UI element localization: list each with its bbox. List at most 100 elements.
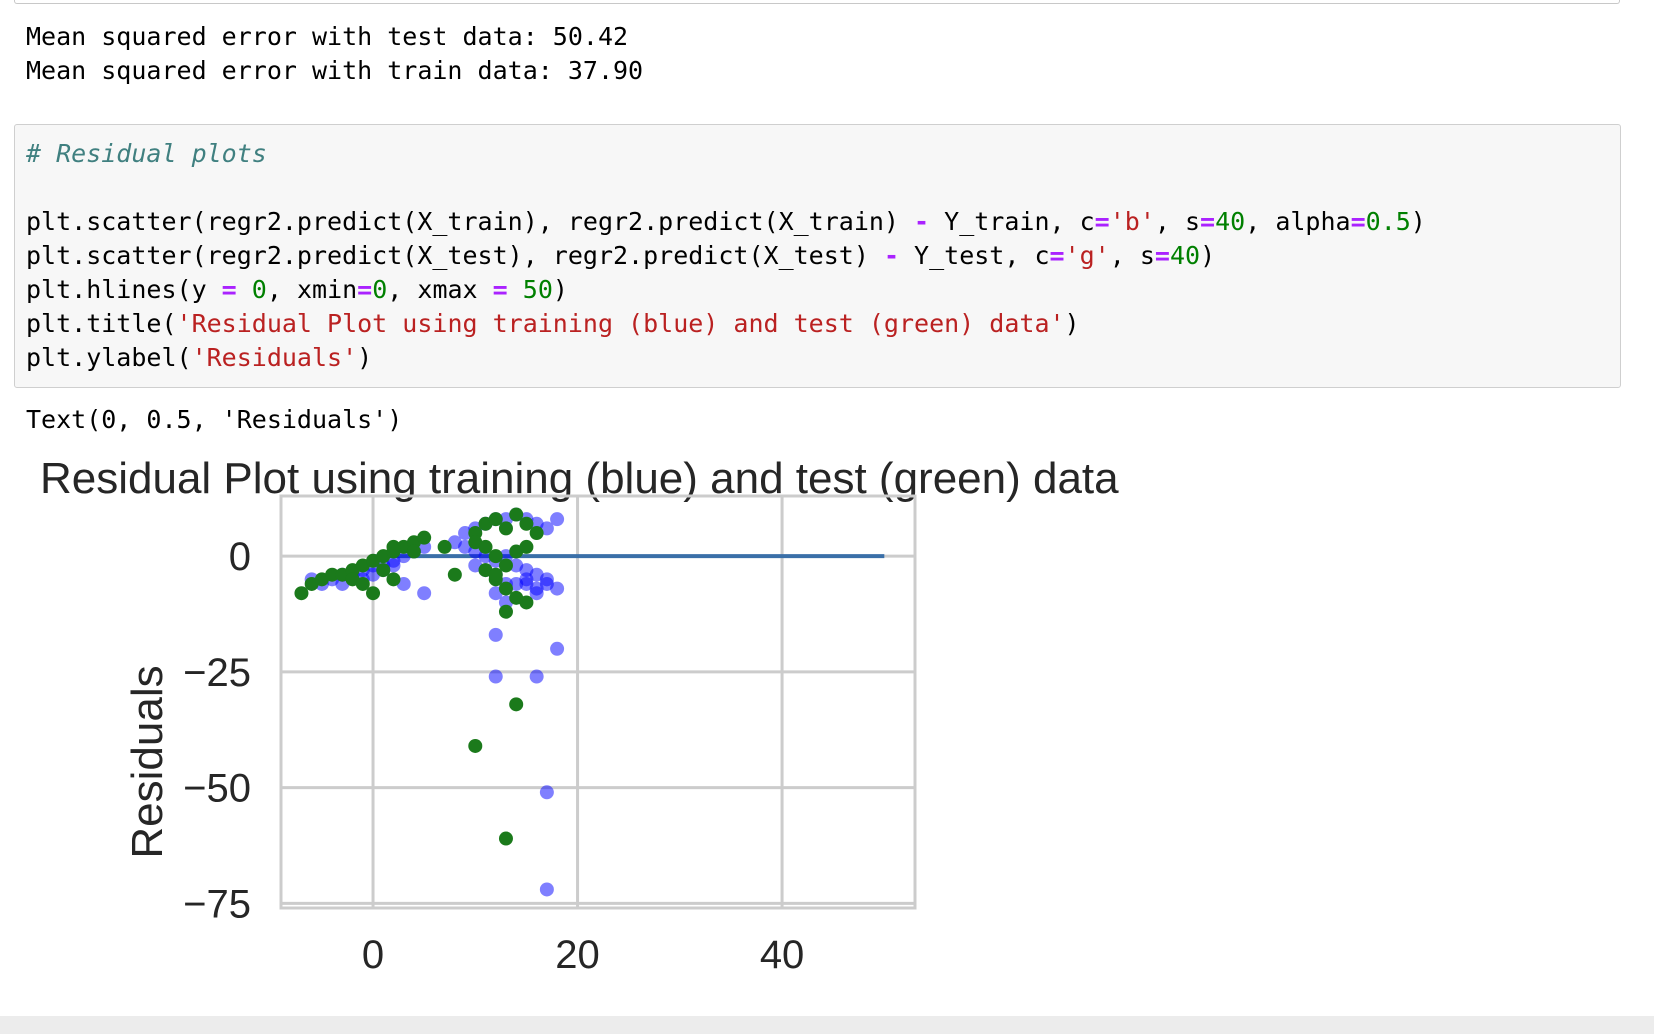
code-token [508,275,523,304]
train-point [488,669,503,684]
test-point [294,586,309,601]
test-point [376,563,391,578]
code-token: ) [357,343,373,372]
x-tick-label: 0 [362,933,384,977]
code-token: Y_train, c [929,207,1095,236]
train-point [550,512,565,527]
code-token: = [492,275,508,304]
test-point [447,567,462,582]
points-layer [294,507,565,897]
test-point [437,539,452,554]
code-token: ) [552,275,568,304]
code-token: plt.scatter(regr2.predict(X_test), regr2… [26,241,884,270]
code-token: 'b' [1109,207,1155,236]
train-point [519,576,534,591]
code-token: = [357,275,373,304]
code-token: , s [1154,207,1201,236]
code-token: - [883,241,899,270]
code-cell[interactable]: # Residual plots plt.scatter(regr2.predic… [14,124,1621,388]
code-token: plt.hlines(y [26,275,222,304]
test-point [488,549,503,564]
code-token: , xmin [266,275,358,304]
test-series [294,507,544,846]
metrics-output: Mean squared error with test data: 50.42… [26,20,643,88]
code-token: # Residual plots [26,139,267,168]
code-token: = [1154,241,1170,270]
code-token: plt.title( [26,309,177,338]
x-tick-label: 20 [555,933,600,977]
code-token: = [1350,207,1366,236]
y-tick-label: −25 [183,651,251,695]
code-token: 40 [1215,207,1246,236]
code-line[interactable]: plt.hlines(y = 0, xmin=0, xmax = 50) [26,273,1426,307]
code-token: 40 [1169,241,1201,270]
result-text: Text(0, 0.5, 'Residuals') [26,405,403,434]
test-point [519,516,534,531]
train-point [539,882,554,897]
test-point [498,604,513,619]
code-token: plt.ylabel( [26,343,192,372]
code-line[interactable] [26,171,1426,205]
test-point [509,507,524,522]
code-line[interactable]: plt.ylabel('Residuals') [26,341,1426,375]
test-point [509,697,524,712]
code-token [237,275,252,304]
test-point [355,576,370,591]
test-point [478,539,493,554]
code-token: 50 [522,275,553,304]
train-point [539,785,554,800]
test-point [488,567,503,582]
code-token: ) [1064,309,1080,338]
code-token: 0 [372,275,388,304]
output-line-test-mse: Mean squared error with test data: 50.42 [26,22,629,51]
code-token: = [1200,207,1216,236]
code-token: - [914,207,930,236]
y-tick-label: −50 [183,767,251,811]
test-point [386,539,401,554]
code-line[interactable]: plt.scatter(regr2.predict(X_test), regr2… [26,239,1426,273]
code-line[interactable]: plt.scatter(regr2.predict(X_train), regr… [26,205,1426,239]
code-token: 0 [251,275,267,304]
train-point [488,627,503,642]
test-point [519,539,534,554]
code-token: plt.scatter(regr2.predict(X_train), regr… [26,207,915,236]
code-token: 0.5 [1365,207,1411,236]
code-token: 'g' [1064,241,1110,270]
previous-cell-border [14,0,1620,4]
plot-frame [279,494,917,910]
test-point [498,521,513,536]
code-token: = [1094,207,1110,236]
code-token: Y_test, c [899,241,1050,270]
code-token: , xmax [387,275,493,304]
tick-labels: 0 20 40 0 −25 −50 −75 [183,535,804,977]
y-tick-label: −75 [183,882,251,926]
train-series [304,507,565,897]
residual-plot: Residual Plot using training (blue) and … [40,454,1119,977]
train-point [417,586,432,601]
code-token: = [1049,241,1065,270]
code-token: 'Residual Plot using training (blue) and… [176,309,1065,338]
test-point [468,738,483,753]
test-point [498,831,513,846]
code-token: ) [1410,207,1426,236]
test-point [417,530,432,545]
code-token: , s [1109,241,1155,270]
code-token: ) [1200,241,1216,270]
code-token: = [221,275,237,304]
train-point [550,641,565,656]
test-point [498,558,513,573]
code-line[interactable]: # Residual plots [26,137,1426,171]
train-point [529,586,544,601]
test-point [406,544,421,559]
output-line-train-mse: Mean squared error with train data: 37.9… [26,56,644,85]
test-point [366,586,381,601]
code-token: , alpha [1245,207,1351,236]
code-editor[interactable]: # Residual plots plt.scatter(regr2.predic… [26,137,1426,375]
y-tick-label: 0 [229,535,251,579]
test-point [488,512,503,527]
train-point [550,581,565,596]
y-axis-label: Residuals [123,665,172,858]
test-point [386,572,401,587]
code-line[interactable]: plt.title('Residual Plot using training … [26,307,1426,341]
test-point [325,567,340,582]
